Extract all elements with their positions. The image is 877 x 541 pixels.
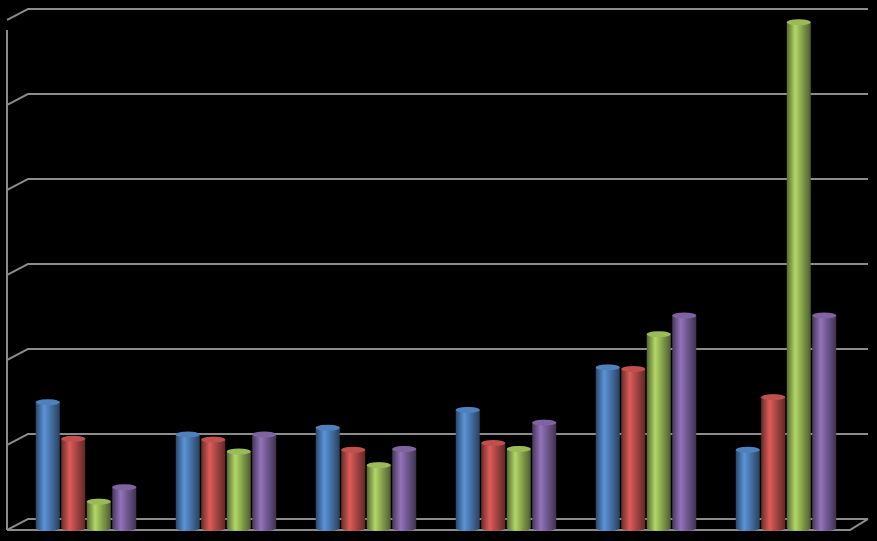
bar <box>786 22 811 528</box>
bar <box>646 334 671 528</box>
bar <box>735 449 760 528</box>
bar <box>35 402 60 528</box>
cylinder-top <box>621 366 646 373</box>
cylinder-top <box>595 364 620 371</box>
cylinder-top <box>455 406 480 413</box>
bar <box>761 397 786 528</box>
bar <box>226 451 251 528</box>
cylinder-top <box>61 435 86 442</box>
cylinder-top <box>481 440 506 446</box>
cylinder-top <box>761 394 786 401</box>
cylinder-top <box>175 431 200 438</box>
bar <box>341 449 366 528</box>
cylinder-top <box>812 312 837 319</box>
bar <box>481 443 506 528</box>
bar <box>812 315 837 528</box>
cylinder-top <box>252 431 277 438</box>
cylinder-top <box>506 445 531 452</box>
floor-edge <box>7 518 869 531</box>
bar <box>621 369 646 528</box>
grid-line <box>6 178 868 191</box>
cylinder-top <box>315 424 340 431</box>
bar <box>175 434 200 528</box>
bar <box>366 465 391 528</box>
cylinder-top <box>532 419 557 426</box>
bar <box>595 367 620 528</box>
cylinder-top <box>35 399 60 406</box>
cylinder-top <box>786 19 811 26</box>
grid-line <box>6 263 868 276</box>
bar <box>61 438 86 528</box>
grid-line <box>6 8 868 21</box>
cylinder-top <box>646 331 671 338</box>
bar <box>672 315 697 528</box>
grid-line <box>6 433 868 446</box>
bar <box>532 422 557 528</box>
cylinder-top <box>112 484 137 491</box>
cylinder-top <box>86 498 111 505</box>
cylinder-top <box>226 448 251 455</box>
grid-line <box>6 93 868 106</box>
cylinder-top <box>392 445 417 452</box>
cylinder-top <box>672 312 697 319</box>
bar <box>315 427 340 528</box>
cylinder-top <box>735 446 760 453</box>
grid-line <box>6 348 868 361</box>
bar <box>201 439 226 528</box>
cylinder-top <box>366 462 391 469</box>
bar <box>86 501 111 528</box>
bar <box>252 434 277 528</box>
bar <box>112 487 137 528</box>
cylinder-top <box>341 446 366 453</box>
bar <box>392 448 417 528</box>
grid-line <box>6 518 868 531</box>
bar <box>506 448 531 528</box>
bar <box>455 409 480 528</box>
cylinder-top <box>201 436 226 443</box>
